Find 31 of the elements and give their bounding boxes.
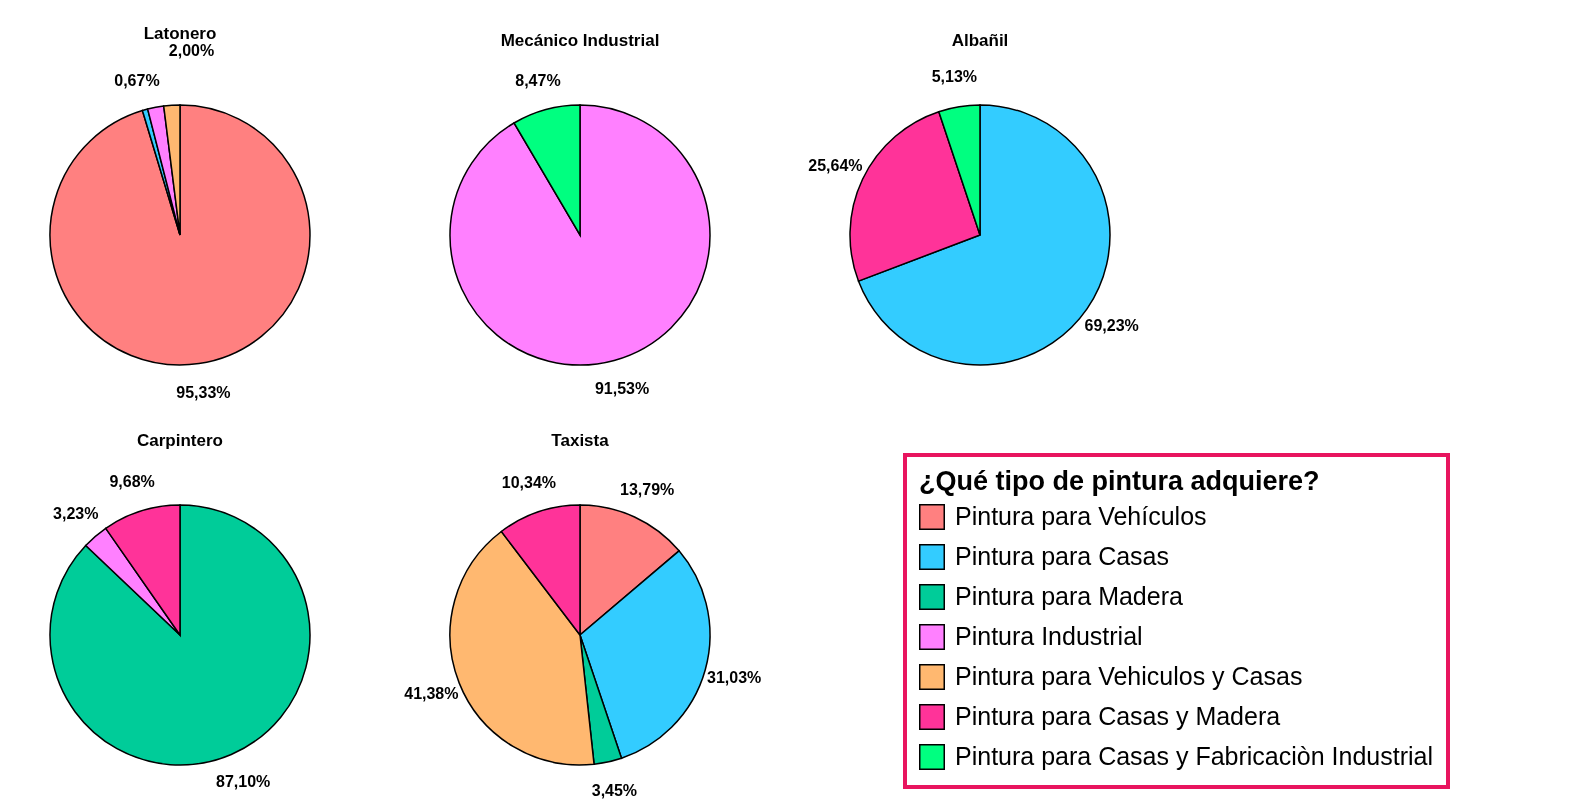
chart-title: Albañil	[951, 31, 1009, 50]
data-label: 10,34%	[501, 474, 557, 492]
pie-slice	[49, 504, 311, 766]
legend-label: Pintura para Vehiculos y Casas	[955, 662, 1303, 690]
legend-label: Pintura para Madera	[955, 582, 1183, 610]
data-label: 25,64%	[808, 157, 863, 175]
legend-label: Pintura para Casas y Madera	[955, 702, 1281, 730]
chart-title: Latonero	[143, 24, 217, 44]
data-label: 13,79%	[620, 480, 675, 498]
data-label: 3,23%	[53, 504, 99, 522]
data-label: 69,23%	[1084, 316, 1139, 334]
chart-title: Taxista	[551, 431, 610, 450]
data-label: 87,10%	[215, 773, 271, 791]
legend-label: Pintura para Casas y Fabricaciòn Industrial	[955, 742, 1434, 770]
data-label: 8,47%	[515, 71, 561, 89]
data-label: 9,68%	[109, 473, 155, 491]
data-label: 95,33%	[176, 384, 231, 402]
data-label: 41,38%	[404, 685, 459, 703]
data-label: 3,45%	[591, 782, 638, 800]
data-label: 0,67%	[114, 71, 160, 89]
chart-title: Mecánico Industrial	[500, 31, 660, 50]
chart-title: Carpintero	[137, 431, 223, 450]
data-label: 2,00%	[168, 42, 215, 60]
legend-label: Pintura para Casas	[955, 542, 1170, 570]
data-label: 31,03%	[707, 668, 762, 686]
legend-title: ¿Qué tipo de pintura adquiere?	[919, 466, 1320, 496]
legend-label: Pintura para Vehículos	[955, 502, 1207, 530]
data-label: 5,13%	[931, 68, 978, 86]
legend-label: Pintura Industrial	[955, 622, 1143, 650]
pie-slice	[449, 104, 711, 366]
data-label: 91,53%	[594, 380, 650, 398]
